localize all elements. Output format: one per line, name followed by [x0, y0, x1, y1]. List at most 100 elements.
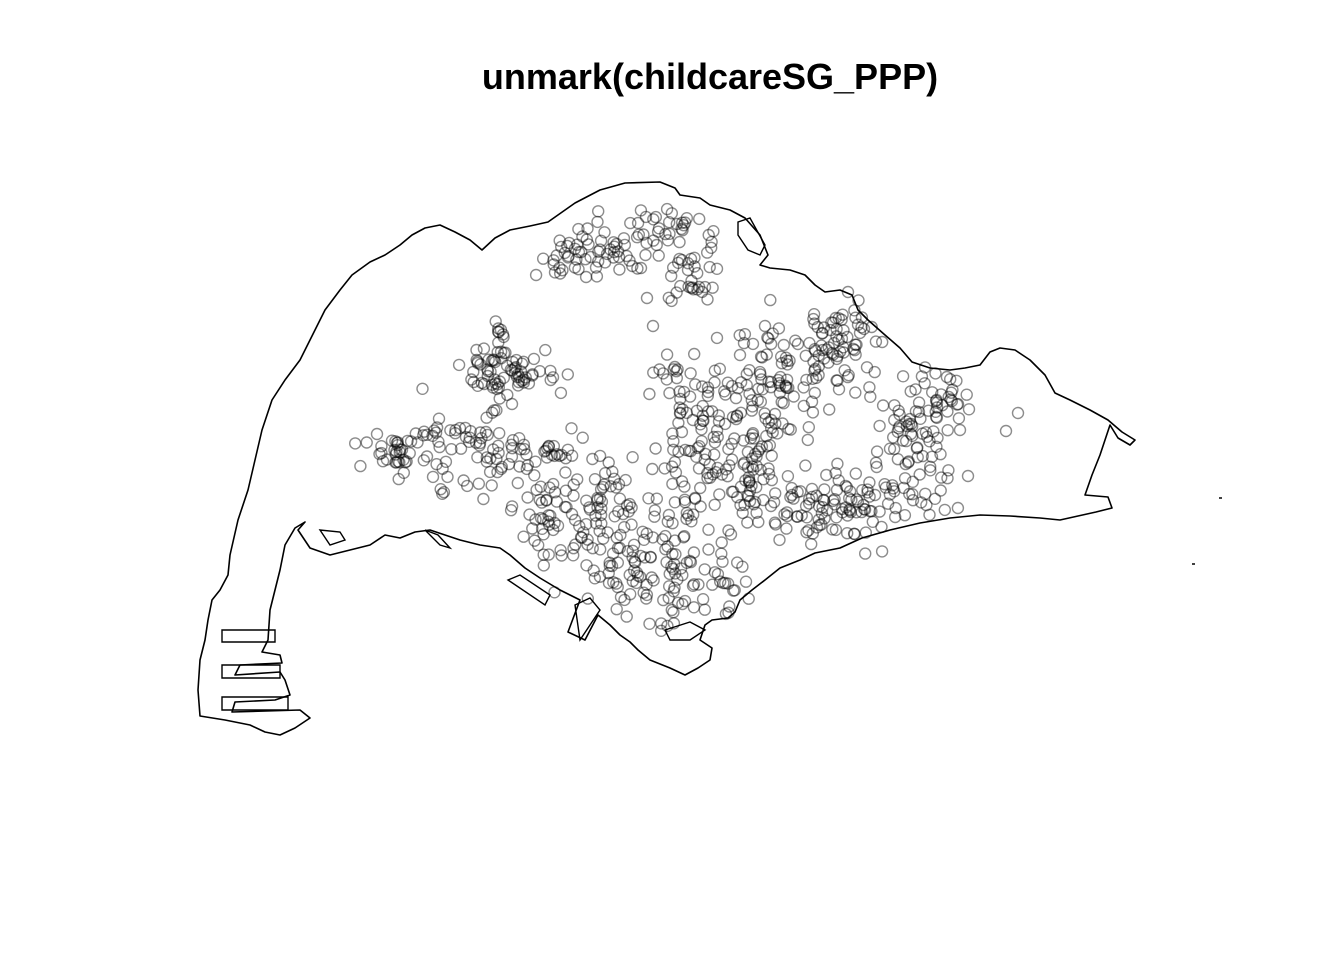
- childcare-point: [738, 498, 751, 512]
- childcare-point: [951, 501, 965, 515]
- childcare-point: [719, 576, 732, 590]
- childcare-point: [722, 442, 735, 456]
- childcare-point: [485, 354, 499, 367]
- childcare-point: [452, 358, 466, 372]
- childcare-point: [784, 423, 797, 436]
- childcare-point: [896, 434, 910, 447]
- childcare-point: [542, 548, 555, 561]
- childcare-point: [610, 237, 623, 251]
- childcare-point: [753, 365, 767, 379]
- childcare-point: [916, 427, 929, 440]
- childcare-point: [797, 399, 810, 413]
- childcare-point: [461, 479, 474, 493]
- childcare-point: [485, 479, 498, 492]
- childcare-point: [676, 597, 689, 611]
- childcare-point: [777, 338, 790, 352]
- childcare-point: [555, 549, 568, 562]
- childcare-point: [817, 493, 830, 507]
- childcare-point: [625, 501, 638, 514]
- childcare-point: [581, 538, 594, 551]
- childcare-point: [650, 492, 663, 505]
- childcare-point: [637, 228, 650, 241]
- childcare-point: [860, 361, 874, 374]
- childcare-point: [733, 348, 747, 362]
- childcare-point: [434, 483, 447, 496]
- childcare-point: [743, 387, 756, 401]
- childcare-point: [640, 291, 654, 305]
- childcare-point: [390, 456, 403, 469]
- childcare-point: [909, 383, 922, 396]
- childcare-point: [754, 463, 767, 477]
- childcare-point: [492, 336, 505, 349]
- childcare-point: [666, 547, 679, 561]
- childcare-point: [389, 435, 402, 448]
- childcare-point: [492, 446, 505, 460]
- childcare-point: [775, 350, 788, 363]
- childcare-point: [565, 449, 579, 462]
- childcare-point: [491, 378, 504, 391]
- childcare-point: [430, 421, 444, 434]
- childcare-point: [843, 503, 856, 516]
- childcare-point: [695, 435, 708, 448]
- childcare-point: [906, 494, 920, 507]
- childcare-point: [465, 373, 478, 386]
- childcare-point: [554, 386, 568, 400]
- childcare-point: [550, 448, 564, 461]
- childcare-point: [832, 334, 845, 347]
- childcare-point: [594, 483, 608, 496]
- childcare-point: [815, 339, 828, 352]
- childcare-point: [611, 580, 624, 594]
- childcare-point: [707, 430, 720, 444]
- childcare-point: [918, 377, 931, 390]
- childcare-point: [870, 445, 884, 458]
- childcare-point: [737, 434, 750, 447]
- childcare-point: [392, 472, 405, 486]
- childcare-point: [471, 379, 484, 392]
- childcare-point: [607, 251, 620, 264]
- childcare-point: [763, 439, 776, 452]
- childcare-point: [481, 363, 494, 376]
- childcare-point: [623, 497, 636, 511]
- childcare-point: [583, 503, 597, 516]
- childcare-point: [575, 531, 588, 544]
- childcare-point: [931, 431, 944, 445]
- childcare-point: [561, 239, 574, 253]
- childcare-point: [780, 506, 794, 519]
- childcare-point: [850, 493, 863, 506]
- childcare-point: [517, 376, 531, 389]
- childcare-point: [532, 539, 545, 552]
- childcare-point: [762, 467, 776, 481]
- childcare-point: [940, 370, 954, 384]
- childcare-point: [711, 567, 725, 581]
- childcare-point: [742, 489, 755, 503]
- childcare-point: [722, 606, 735, 619]
- childcare-point: [684, 444, 698, 458]
- childcare-point: [935, 471, 948, 484]
- childcare-point: [922, 404, 935, 417]
- childcare-point: [517, 355, 530, 368]
- childcare-point: [389, 456, 402, 469]
- childcare-point: [663, 215, 676, 229]
- childcare-point: [404, 435, 418, 448]
- childcare-point: [657, 593, 670, 607]
- childcare-point: [595, 495, 609, 508]
- childcare-point: [889, 510, 902, 524]
- childcare-point: [608, 240, 621, 253]
- childcare-point: [370, 427, 384, 441]
- childcare-point: [611, 541, 625, 555]
- childcare-point: [481, 428, 494, 442]
- childcare-point: [560, 501, 573, 514]
- childcare-point: [400, 455, 413, 468]
- childcare-point: [584, 250, 597, 264]
- childcare-point: [539, 444, 552, 457]
- childcare-point: [570, 253, 583, 266]
- childcare-point: [592, 255, 605, 268]
- childcare-point: [581, 533, 594, 546]
- childcare-point: [681, 257, 695, 270]
- childcare-point: [463, 431, 476, 444]
- childcare-point: [879, 481, 892, 494]
- childcare-point: [756, 383, 769, 396]
- childcare-point: [715, 536, 728, 549]
- childcare-point: [765, 473, 778, 487]
- childcare-point: [858, 503, 872, 516]
